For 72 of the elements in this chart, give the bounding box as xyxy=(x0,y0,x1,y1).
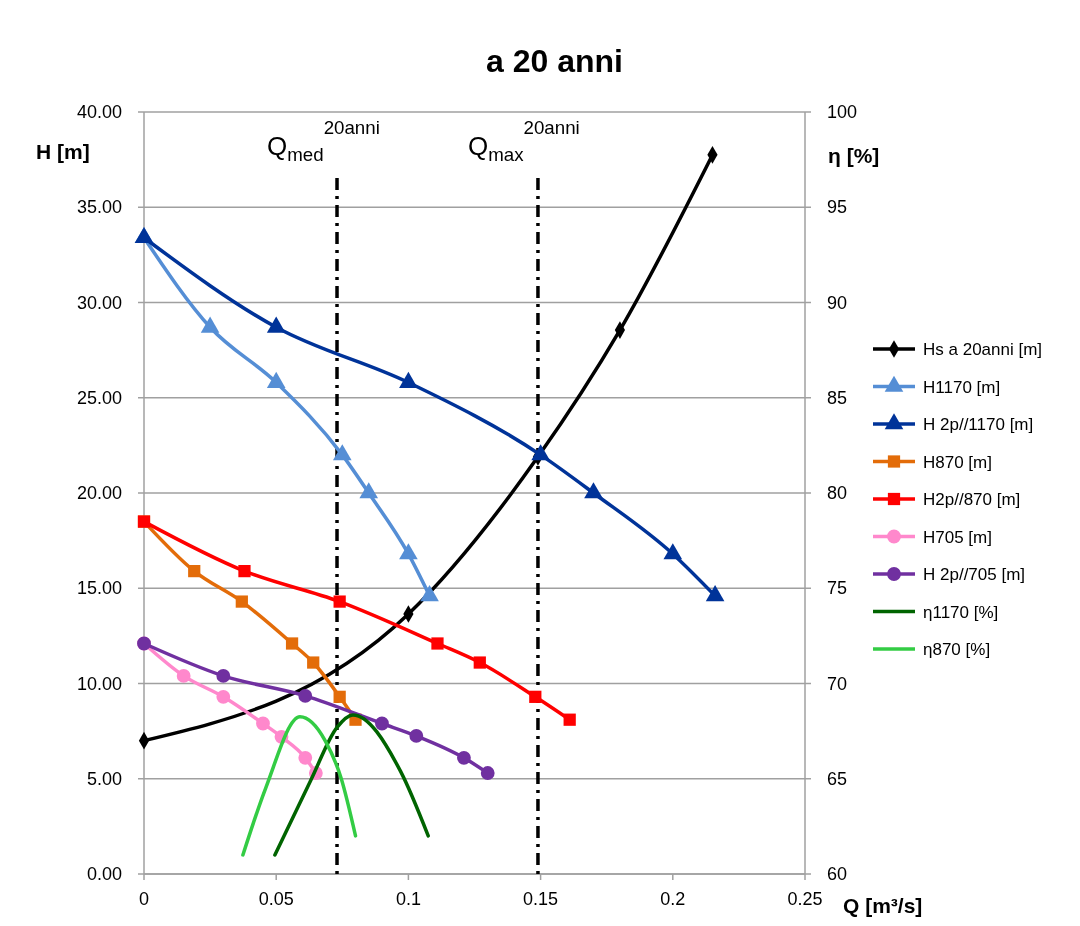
point xyxy=(531,444,550,461)
point xyxy=(298,750,313,765)
point xyxy=(563,713,576,726)
point xyxy=(266,371,286,388)
y-tick-label: 20.00 xyxy=(76,483,122,503)
point xyxy=(359,482,379,499)
legend-label: Hs a 20anni [m] xyxy=(923,340,1043,359)
point xyxy=(431,637,444,650)
y2-tick-label: 70 xyxy=(827,673,848,694)
point xyxy=(298,688,313,703)
y-axis-title: H [m] xyxy=(36,140,90,163)
point xyxy=(529,690,542,703)
chart-title: a 20 anni xyxy=(486,43,623,79)
point xyxy=(285,637,299,650)
point xyxy=(216,668,231,683)
x-axis-title: Q [m³/s] xyxy=(843,894,923,917)
point xyxy=(235,595,248,608)
y2-tick-label: 60 xyxy=(827,864,848,884)
legend-label: H 2p//1170 [m] xyxy=(923,415,1034,434)
point xyxy=(216,689,231,704)
y2-tick-label: 75 xyxy=(827,578,848,599)
y2-tick-label: 95 xyxy=(827,197,848,218)
y2-tick-label: 100 xyxy=(827,102,858,122)
point xyxy=(256,716,270,731)
x-tick-label: 0.2 xyxy=(660,889,686,909)
legend-label: H870 [m] xyxy=(923,452,992,472)
y-tick-label: 5.00 xyxy=(86,768,122,789)
point xyxy=(409,728,424,743)
point xyxy=(375,716,389,731)
point xyxy=(399,543,418,560)
x-tick-label: 0.1 xyxy=(395,889,421,909)
point xyxy=(200,316,220,333)
x-tick-label: 0.05 xyxy=(258,889,294,909)
point xyxy=(188,564,201,578)
legend-label: H 2p//705 [m] xyxy=(923,565,1026,584)
y2-tick-label: 90 xyxy=(827,292,848,313)
point xyxy=(266,316,286,333)
point xyxy=(457,750,471,765)
point xyxy=(480,766,495,780)
y2-tick-label: 65 xyxy=(827,768,848,789)
y-tick-label: 35.00 xyxy=(76,197,122,218)
point xyxy=(420,585,439,602)
y2-tick-label: 85 xyxy=(827,387,848,408)
point xyxy=(584,482,603,499)
legend-label: η1170 [%] xyxy=(923,602,999,622)
legend-label: H2p//870 [m] xyxy=(923,490,1021,509)
y-tick-label: 15.00 xyxy=(76,578,122,599)
y-tick-label: 30.00 xyxy=(76,292,122,313)
legend-label: η870 [%] xyxy=(923,640,991,659)
y-tick-label: 10.00 xyxy=(76,673,122,694)
point xyxy=(663,543,683,560)
point xyxy=(399,371,418,388)
y2-tick-label: 80 xyxy=(827,483,848,503)
legend-label: H1170 [m] xyxy=(923,377,1001,397)
line-series xyxy=(273,713,430,857)
point xyxy=(473,656,486,669)
point xyxy=(333,690,346,703)
y-tick-label: 40.00 xyxy=(76,102,122,122)
point xyxy=(332,444,352,461)
point xyxy=(307,656,320,669)
legend-label: H705 [m] xyxy=(923,527,992,547)
y-tick-label: 25.00 xyxy=(76,387,122,408)
y-tick-label: 0.00 xyxy=(86,864,122,884)
point xyxy=(333,595,346,608)
point xyxy=(238,564,251,578)
x-tick-label: 0.25 xyxy=(787,889,823,909)
x-tick-label: 0 xyxy=(138,889,150,909)
point xyxy=(176,668,191,683)
y2-axis-title: η [%] xyxy=(828,144,880,167)
point xyxy=(705,585,725,602)
line-series xyxy=(241,715,358,857)
x-tick-label: 0.15 xyxy=(523,889,559,909)
